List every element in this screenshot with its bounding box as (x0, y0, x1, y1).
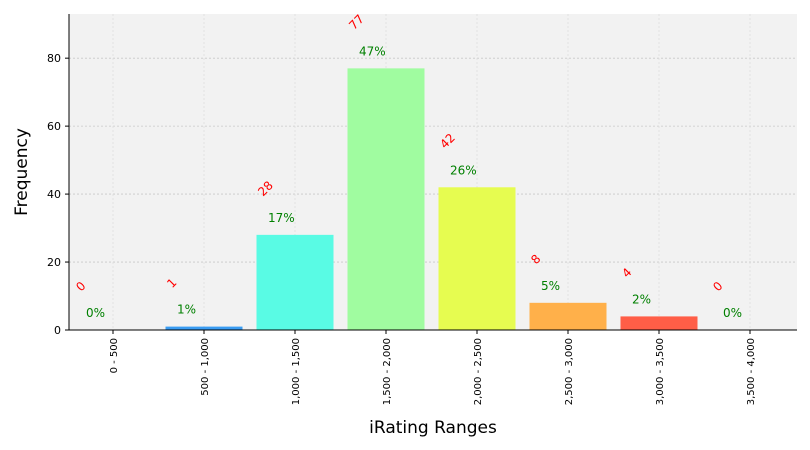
x-tick-label: 3,500 - 4,000 (746, 338, 757, 405)
x-tick-label: 2,000 - 2,500 (473, 338, 484, 405)
grid-lines (69, 14, 797, 331)
x-tick-label: 500 - 1,000 (200, 338, 211, 396)
bar (165, 326, 243, 330)
y-tick-label: 60 (47, 120, 61, 133)
bar (347, 68, 425, 330)
bar (620, 316, 698, 330)
x-ticks: 0 - 500 500 - 1,000 1,000 - 1,500 1,500 - 2… (109, 330, 757, 405)
bar-percent-label: 2% (632, 292, 651, 306)
bar (438, 187, 516, 330)
x-tick-label: 0 - 500 (109, 338, 120, 373)
plot-area (69, 14, 797, 330)
y-tick-label: 20 (47, 256, 61, 269)
bar-percent-label: 17% (268, 211, 295, 225)
x-tick-label: 2,500 - 3,000 (564, 338, 575, 405)
bar (256, 234, 334, 330)
x-tick-label: 1,000 - 1,500 (291, 338, 302, 405)
bars (165, 68, 698, 330)
bar (529, 302, 607, 330)
x-axis-title: iRating Ranges (369, 418, 497, 438)
y-axis-title: Frequency (12, 128, 32, 216)
x-tick-label: 1,500 - 2,000 (382, 338, 393, 405)
bar-percent-label: 0% (723, 306, 742, 320)
y-ticks: 0 20 40 60 80 (47, 52, 69, 337)
bar-percent-label: 47% (359, 44, 386, 58)
y-tick-label: 80 (47, 52, 61, 65)
bar-percent-label: 26% (450, 163, 477, 177)
bar-percent-label: 1% (177, 303, 196, 317)
bar-percent-label: 5% (541, 279, 560, 293)
y-tick-label: 40 (47, 188, 61, 201)
x-tick-label: 3,000 - 3,500 (655, 338, 666, 405)
y-tick-label: 0 (54, 324, 61, 337)
bar-percent-label: 0% (86, 306, 105, 320)
